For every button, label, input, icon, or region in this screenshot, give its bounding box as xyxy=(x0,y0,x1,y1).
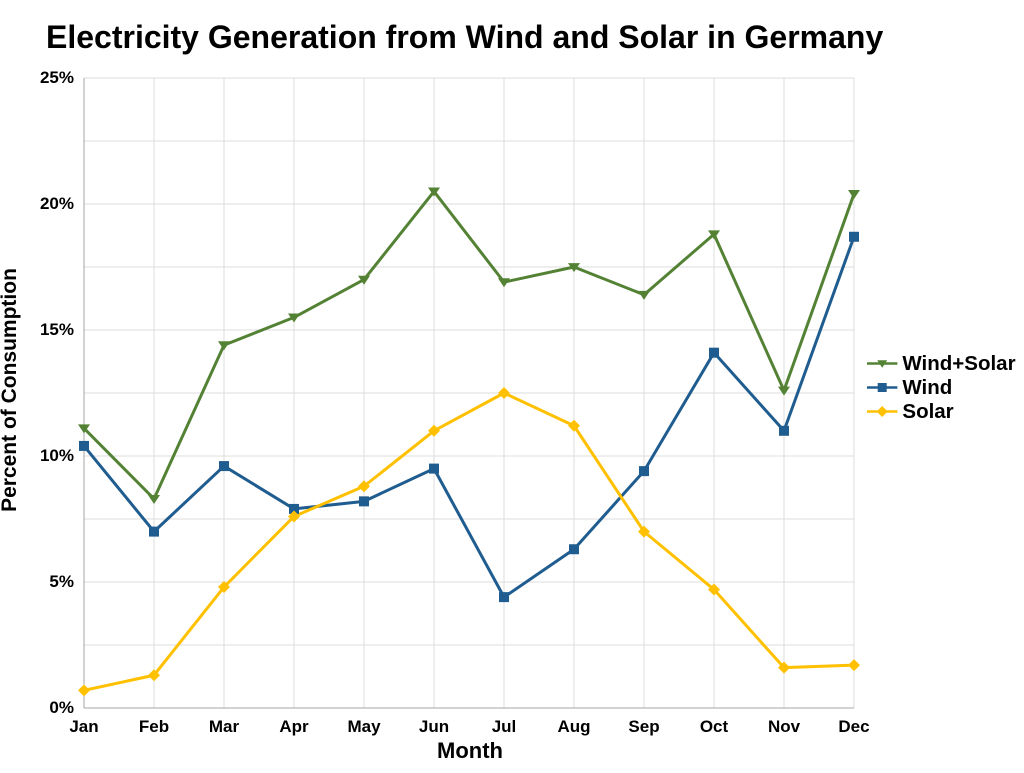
svg-text:Sep: Sep xyxy=(628,717,659,736)
svg-text:Jul: Jul xyxy=(492,717,517,736)
svg-text:20%: 20% xyxy=(40,194,74,213)
svg-text:Mar: Mar xyxy=(209,717,240,736)
svg-text:5%: 5% xyxy=(49,572,74,591)
svg-text:Wind: Wind xyxy=(902,376,952,399)
svg-text:0%: 0% xyxy=(49,698,74,717)
svg-text:Jun: Jun xyxy=(419,717,449,736)
svg-text:May: May xyxy=(347,717,381,736)
svg-text:15%: 15% xyxy=(40,320,74,339)
svg-text:Oct: Oct xyxy=(700,717,729,736)
svg-text:25%: 25% xyxy=(40,68,74,87)
svg-text:Nov: Nov xyxy=(768,717,801,736)
svg-text:Jan: Jan xyxy=(69,717,98,736)
svg-text:10%: 10% xyxy=(40,446,74,465)
svg-text:Wind+Solar: Wind+Solar xyxy=(902,352,1015,375)
svg-text:Apr: Apr xyxy=(279,717,309,736)
svg-text:Aug: Aug xyxy=(557,717,590,736)
svg-text:Feb: Feb xyxy=(139,717,169,736)
svg-text:Solar: Solar xyxy=(902,400,953,423)
svg-text:Dec: Dec xyxy=(838,717,869,736)
